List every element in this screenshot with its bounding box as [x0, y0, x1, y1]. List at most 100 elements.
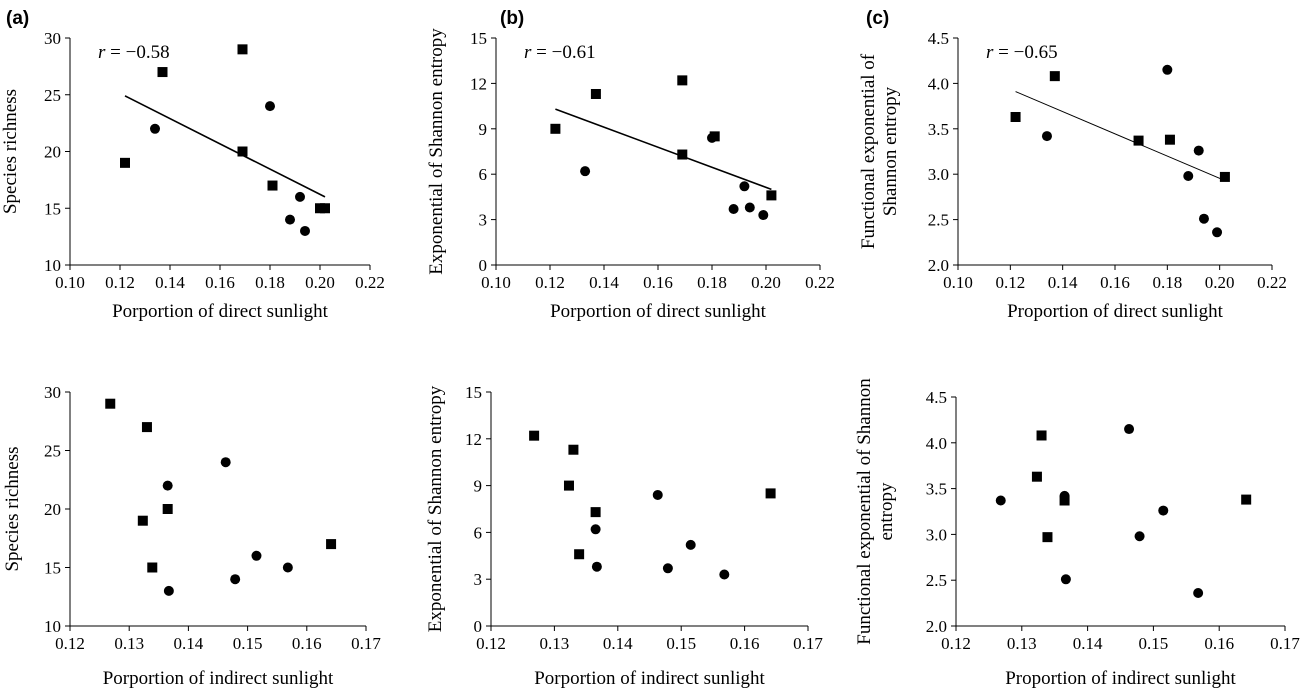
x-tick-label: 0.14 [603, 634, 633, 653]
y-axis-label: Exponential of Shannon entropy [425, 385, 446, 632]
y-tick-label: 9 [479, 120, 488, 139]
correlation-annotation: r = −0.58 [98, 42, 170, 63]
data-point-circle [707, 132, 717, 143]
x-tick-label: 0.22 [355, 273, 385, 292]
data-point-circle [295, 191, 305, 202]
data-point-square [765, 488, 776, 499]
data-point-circle [662, 563, 673, 574]
data-point-square [766, 190, 777, 201]
y-tick-label: 2.0 [926, 617, 947, 636]
x-axis-label: Porportion of indirect sunlight [103, 668, 334, 689]
x-tick-label: 0.12 [941, 634, 971, 653]
data-point-square [1042, 532, 1053, 543]
y-tick-label: 12 [465, 430, 482, 449]
y-tick-label: 10 [44, 256, 61, 275]
y-tick-label: 30 [44, 29, 61, 48]
x-tick-label: 0.12 [995, 273, 1025, 292]
panel-label: (b) [500, 8, 524, 29]
x-tick-label: 0.10 [481, 273, 511, 292]
y-tick-label: 4.0 [926, 434, 947, 453]
data-point-square [568, 444, 579, 455]
data-point-circle [1193, 145, 1204, 156]
y-tick-label: 30 [44, 383, 61, 402]
data-point-square [529, 430, 540, 441]
x-tick-label: 0.16 [1204, 634, 1234, 653]
data-point-circle [1059, 490, 1070, 501]
data-point-square [550, 123, 561, 134]
data-point-circle [1212, 227, 1223, 238]
x-tick-label: 0.12 [105, 273, 135, 292]
y-tick-label: 3.0 [928, 165, 949, 184]
y-tick-label: 0 [479, 256, 488, 275]
y-tick-label: 3.5 [926, 480, 947, 499]
data-point-circle [728, 204, 739, 215]
y-axis-label: Species richness [0, 89, 21, 214]
data-point-circle [285, 214, 295, 225]
x-axis-label: Proportion of indirect sunlight [1005, 668, 1236, 689]
data-point-square [1133, 135, 1144, 146]
x-tick-label: 0.14 [1073, 634, 1103, 653]
y-tick-label: 2.5 [926, 571, 947, 590]
data-point-square [157, 67, 168, 78]
data-point-square [326, 539, 337, 550]
y-tick-label: 25 [44, 442, 61, 461]
data-point-circle [1193, 588, 1204, 599]
x-tick-label: 0.16 [1100, 273, 1130, 292]
x-tick-label: 0.18 [255, 273, 285, 292]
panel-label: (c) [866, 8, 889, 29]
y-tick-label: 3 [479, 211, 488, 230]
y-tick-label: 4.5 [926, 388, 947, 407]
x-tick-label: 0.13 [1007, 634, 1037, 653]
data-point-square [105, 398, 116, 409]
panel-label: (a) [6, 8, 29, 29]
x-tick-label: 0.16 [643, 273, 673, 292]
y-tick-label: 25 [44, 86, 61, 105]
x-tick-label: 0.17 [1270, 634, 1300, 653]
x-tick-label: 0.20 [1205, 273, 1235, 292]
x-tick-label: 0.14 [589, 273, 619, 292]
data-point-square [141, 422, 152, 433]
x-tick-label: 0.18 [697, 273, 727, 292]
x-tick-label: 0.14 [174, 634, 204, 653]
data-point-square [677, 149, 688, 160]
panel-2: 0.10 0.12 0.14 0.16 0.18 0.20 0.22 0 3 6 9 12 15 Porp… [426, 28, 835, 322]
data-point-square [162, 504, 173, 514]
data-point-circle [150, 123, 160, 134]
trend-line [124, 95, 326, 198]
data-point-circle [220, 457, 231, 468]
data-point-circle [1134, 531, 1145, 542]
x-tick-label: 0.13 [540, 634, 570, 653]
panel-1: 0.10 0.12 0.14 0.16 0.18 0.20 0.22 10 15 20 25 30 Po… [0, 29, 385, 322]
data-point-circle [744, 202, 755, 213]
y-tick-label: 15 [470, 29, 487, 48]
data-point-square [320, 203, 330, 214]
data-point-square [1164, 134, 1175, 145]
panel-4: 0.12 0.13 0.14 0.15 0.16 0.17 10 15 20 25 30 Porpor… [2, 383, 381, 689]
data-point-circle [758, 210, 769, 221]
y-tick-label: 15 [44, 559, 61, 578]
data-point-circle [1162, 64, 1173, 75]
y-tick-label: 6 [474, 523, 483, 542]
data-point-circle [1041, 131, 1052, 142]
x-tick-label: 0.17 [351, 634, 381, 653]
y-tick-label: 10 [44, 617, 61, 636]
y-axis-label: Exponential of Shannon entropy [426, 28, 447, 275]
data-point-circle [230, 574, 241, 585]
panel-3: 0.10 0.12 0.14 0.16 0.18 0.20 0.22 2.0 2.5 3.0 3.5… [858, 29, 1287, 322]
data-point-square [1036, 430, 1047, 441]
data-point-circle [591, 561, 602, 572]
data-point-circle [719, 569, 730, 580]
y-tick-label: 20 [44, 143, 61, 162]
x-tick-label: 0.16 [730, 634, 760, 653]
y-tick-label: 3.0 [926, 525, 947, 544]
data-point-square [267, 180, 278, 191]
x-tick-label: 0.22 [1257, 273, 1287, 292]
y-tick-label: 6 [479, 165, 488, 184]
correlation-annotation: r = −0.65 [986, 42, 1058, 63]
data-point-circle [580, 166, 591, 177]
y-tick-label: 20 [44, 500, 61, 519]
y-tick-label: 12 [470, 74, 487, 93]
x-tick-label: 0.12 [55, 634, 85, 653]
y-tick-label: 3.5 [928, 120, 949, 139]
y-tick-label: 15 [465, 383, 482, 402]
